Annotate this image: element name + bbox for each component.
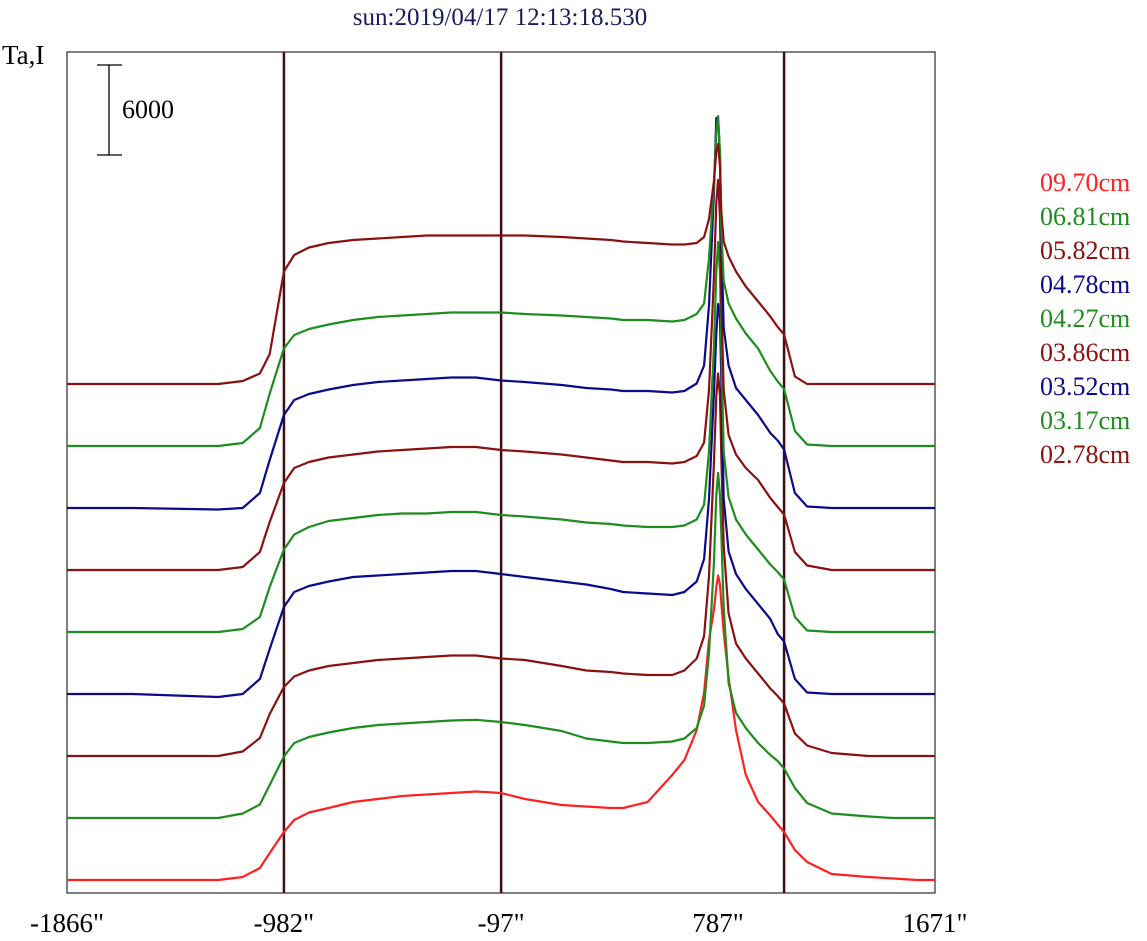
series-line-3 (67, 302, 935, 699)
legend-item-2: 05.82cm (1040, 236, 1131, 265)
series-curves (67, 114, 935, 882)
x-tick-label-4: 1671" (902, 908, 967, 938)
x-tick-label-3: 787" (692, 908, 744, 938)
series-line-8 (67, 142, 935, 386)
series-line-4 (67, 240, 935, 634)
series-line-2 (67, 372, 935, 758)
legend-item-0: 09.70cm (1040, 168, 1131, 197)
legend-item-6: 03.52cm (1040, 372, 1131, 401)
scale-bar: 6000 (97, 64, 174, 156)
series-line-0 (67, 574, 935, 882)
reference-lines (282, 52, 786, 893)
x-axis: -1866" -982" -97" 787" 1671" (30, 908, 968, 938)
x-tick-label-0: -1866" (30, 908, 104, 938)
legend-item-1: 06.81cm (1040, 202, 1131, 231)
series-line-5 (67, 178, 935, 572)
legend-item-5: 03.86cm (1040, 338, 1131, 367)
x-tick-label-1: -982" (254, 908, 315, 938)
series-line-7 (67, 114, 935, 448)
series-line-6 (67, 116, 935, 511)
y-axis-label: Ta,I (2, 40, 45, 70)
legend-item-3: 04.78cm (1040, 270, 1131, 299)
scale-bar-label: 6000 (122, 95, 174, 124)
series-line-1 (67, 471, 935, 820)
legend-item-4: 04.27cm (1040, 304, 1131, 333)
chart-title: sun:2019/04/17 12:13:18.530 (352, 4, 648, 31)
x-tick-label-2: -97" (478, 908, 525, 938)
legend-item-8: 02.78cm (1040, 440, 1131, 469)
legend-item-7: 03.17cm (1040, 406, 1131, 435)
